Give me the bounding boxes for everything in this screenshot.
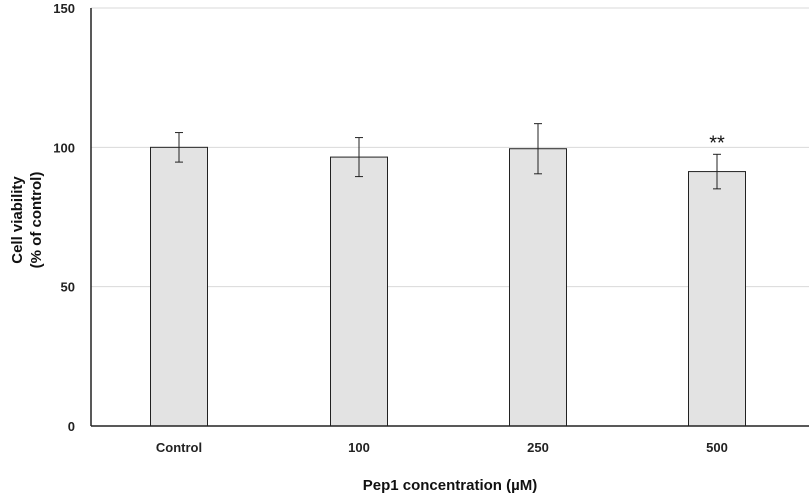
bar-Control (150, 146, 208, 427)
y-tick-label-50: 50 (61, 280, 75, 295)
x-tick-labels: Control 100 250 500 (156, 440, 728, 455)
y-tick-label-0: 0 (68, 419, 75, 434)
bar-250 (509, 148, 567, 427)
x-tick-label-Control: Control (156, 440, 202, 455)
y-axis-title: Cell viability (% of control) (9, 172, 45, 269)
x-tick-label-500: 500 (706, 440, 728, 455)
y-axis-title-line-2: (% of control) (28, 172, 45, 269)
y-tick-labels: 0 50 100 150 (53, 1, 75, 434)
y-tick-label-100: 100 (53, 140, 75, 155)
significance-annotations: ** (709, 132, 725, 154)
bar-100 (330, 156, 388, 427)
y-axis-title-line-1: Cell viability (9, 176, 26, 264)
significance-marker-500: ** (709, 132, 725, 154)
x-tick-label-100: 100 (348, 440, 370, 455)
y-tick-label-150: 150 (53, 1, 75, 16)
x-tick-label-250: 250 (527, 440, 549, 455)
bar-500 (688, 171, 746, 427)
bars (150, 146, 746, 427)
x-axis-title: Pep1 concentration (µM) (363, 477, 538, 494)
error-bars (175, 123, 721, 190)
